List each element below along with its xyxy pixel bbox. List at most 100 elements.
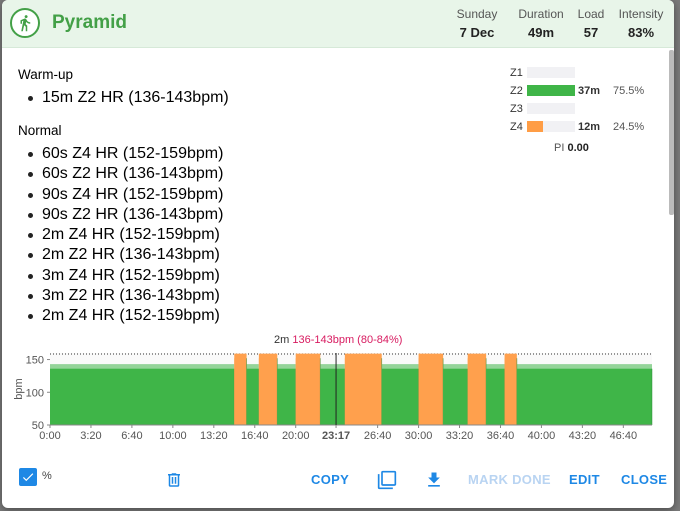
stat-day-value: 7 Dec [459,25,495,40]
x-tick-label: 16:40 [241,430,269,442]
edit-button[interactable]: EDIT [569,472,600,487]
close-button[interactable]: CLOSE [621,472,668,487]
hover-duration: 2m [274,334,290,346]
list-item: 2m Z4 HR (152-159bpm) [26,306,223,326]
workout-segment-z4-base [504,358,517,425]
stat-duration-value: 49m [527,25,555,40]
workout-segment-z4-base [467,358,487,425]
workout-segment-z4-base [234,358,247,425]
dialog-footer: % COPY MARK DONE EDIT CLOSE [2,462,674,502]
running-icon [10,8,40,38]
x-tick-label: 40:00 [528,430,556,442]
download-button[interactable] [424,470,444,495]
stat-intensity-label: Intensity [618,7,664,21]
zone-bar [527,121,575,132]
copy-button[interactable]: COPY [311,472,350,487]
warmup-step-list: 15m Z2 HR (136-143bpm) [26,88,229,108]
zone-label: Z2 [510,85,523,97]
x-tick-label: 43:20 [569,430,597,442]
section-warmup-title: Warm-up [18,67,74,82]
duplicate-button[interactable] [376,470,398,495]
x-tick-label: 36:40 [487,430,515,442]
stat-load: Load 57 [576,7,606,40]
x-tick-label: 33:20 [446,430,474,442]
scrollbar[interactable] [669,50,674,215]
zone-time: 37m [578,85,601,97]
zone-bar [527,103,575,114]
list-item: 15m Z2 HR (136-143bpm) [26,88,229,108]
x-tick-label: 30:00 [405,430,433,442]
workout-segment-z4-base [258,358,278,425]
workout-segment-z2-base [320,368,345,425]
workout-segment-z2-base [486,368,505,425]
list-item: 3m Z4 HR (152-159bpm) [26,266,223,286]
zone-bar-fill [527,121,543,132]
workout-segment-z4-base [418,358,444,425]
zone-percent: 24.5% [613,121,645,133]
percent-checkbox[interactable] [19,468,37,486]
zone-bar [527,85,575,96]
dialog-header: Pyramid Sunday 7 Dec Duration 49m Load 5… [2,0,674,48]
percent-label: % [42,470,52,482]
y-tick-label: 150 [26,355,44,367]
download-icon [428,472,440,487]
stat-load-label: Load [577,7,605,21]
zone-label: Z4 [510,121,523,133]
workout-segment-z2-base [50,368,235,425]
zone-bar-fill [527,85,575,96]
x-tick-label: 13:20 [200,430,228,442]
hover-range: 136-143bpm (80-84%) [292,334,403,346]
chart-hover-readout: 2m 136-143bpm (80-84%) [274,334,402,346]
pi-value: 0.00 [567,142,589,154]
zone-label: Z1 [510,67,523,79]
x-tick-label: 23:17 [322,430,350,442]
list-item: 90s Z4 HR (152-159bpm) [26,185,223,205]
copy-icon [377,470,397,490]
check-icon [22,473,34,482]
list-item: 90s Z2 HR (136-143bpm) [26,205,223,225]
list-item: 3m Z2 HR (136-143bpm) [26,286,223,306]
y-axis-label: bpm [13,378,25,399]
workout-segment-z2-base [277,368,296,425]
zone-time: 12m [578,121,601,133]
section-normal-title: Normal [18,123,62,138]
workout-segment-z2-base [246,368,259,425]
workout-segment-z4-base [295,358,321,425]
list-item: 60s Z2 HR (136-143bpm) [26,164,223,184]
y-tick-label: 100 [26,387,44,399]
workout-segment-z2-base [516,368,652,425]
x-tick-label: 10:00 [159,430,187,442]
x-tick-label: 0:00 [39,430,60,442]
stat-day: Sunday 7 Dec [452,7,502,40]
delete-button[interactable] [165,470,183,495]
stat-day-label: Sunday [456,7,498,21]
list-item: 60s Z4 HR (152-159bpm) [26,144,223,164]
trash-icon [168,473,180,487]
pi-readout: PI 0.00 [554,142,589,154]
workout-segment-z4-base [344,358,382,425]
mark-done-button[interactable]: MARK DONE [468,472,551,487]
stat-intensity: Intensity 83% [616,7,666,40]
normal-step-list: 60s Z4 HR (152-159bpm) 60s Z2 HR (136-14… [26,144,223,327]
x-tick-label: 26:40 [364,430,392,442]
x-tick-label: 46:40 [610,430,638,442]
stat-intensity-value: 83% [627,25,655,40]
x-tick-label: 20:00 [282,430,310,442]
zone-bar [527,67,575,78]
pi-label: PI [554,142,565,154]
stat-duration-label: Duration [518,7,564,21]
workout-segment-z2-base [443,368,468,425]
zone-label: Z3 [510,103,523,115]
workout-segment-z2-base [381,368,419,425]
workout-title: Pyramid [52,12,127,33]
stat-load-value: 57 [583,25,599,40]
stat-duration: Duration 49m [514,7,568,40]
list-item: 2m Z4 HR (152-159bpm) [26,225,223,245]
x-tick-label: 3:20 [80,430,101,442]
x-tick-label: 6:40 [121,430,142,442]
list-item: 2m Z2 HR (136-143bpm) [26,245,223,265]
y-tick-label: 50 [32,420,44,432]
zone-percent: 75.5% [613,85,645,97]
